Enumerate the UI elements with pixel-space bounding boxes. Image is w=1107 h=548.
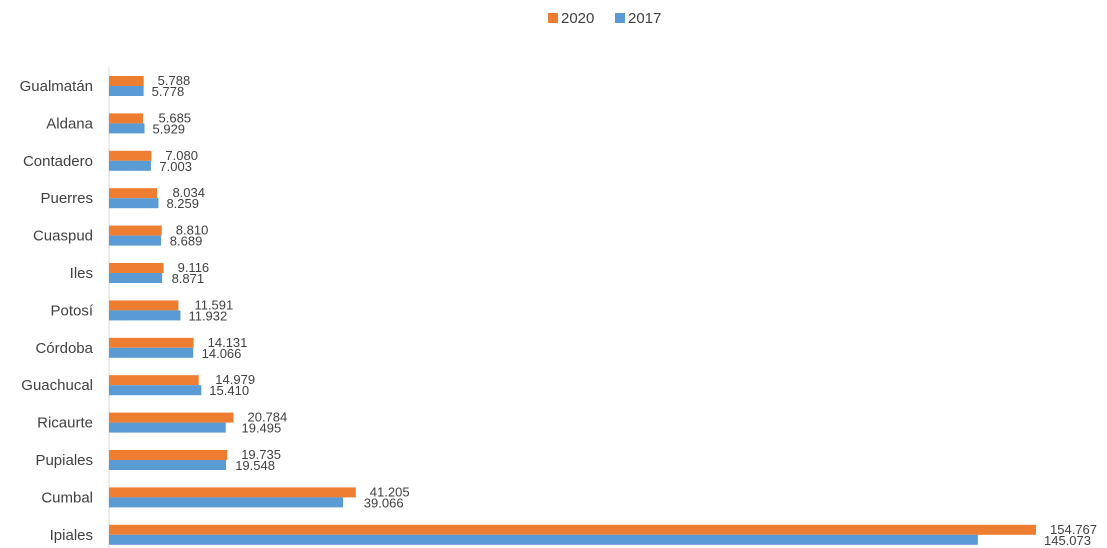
data-label-2017: 8.259 (166, 196, 199, 211)
category-label: Iles (70, 265, 93, 282)
bar-2020 (109, 337, 194, 348)
data-label-2020: 7.080 (165, 148, 198, 163)
data-label-2017: 145.073 (1044, 533, 1091, 548)
bar-2020 (109, 450, 228, 460)
data-label-2020: 9.116 (178, 260, 210, 275)
data-label-2017: 11.932 (188, 308, 227, 323)
bar-2020 (109, 487, 356, 498)
legend-label-2017: 2017 (628, 10, 661, 27)
data-label-2020: 5.788 (158, 73, 191, 88)
data-label-2020: 5.685 (159, 110, 192, 125)
bar-2020 (109, 375, 199, 386)
bar-2017 (109, 422, 226, 433)
data-label-2017: 39.066 (364, 495, 404, 510)
bar-2017 (109, 123, 145, 134)
bar-2017 (109, 460, 227, 470)
category-label: Potosí (50, 302, 93, 319)
bar-2017 (109, 160, 151, 171)
bar-2020 (109, 412, 234, 423)
category-axis-labels: Gualmatán Aldana Contadero Puerres Cuaspud Il… (20, 78, 94, 544)
bars (108, 67, 1036, 548)
data-label-2020: 8.810 (176, 223, 209, 238)
data-label-2017: 15.410 (209, 383, 249, 398)
data-label-2017: 7.003 (159, 159, 192, 174)
data-label-2017: 8.871 (172, 271, 205, 286)
category-label: Guachucal (21, 377, 93, 394)
category-label: Gualmatán (20, 78, 93, 95)
legend-label-2020: 2020 (561, 10, 594, 27)
legend: 2020 2017 (548, 10, 661, 27)
bar-2020 (109, 113, 144, 124)
category-label: Córdoba (35, 340, 93, 357)
category-label: Cuaspud (33, 228, 93, 245)
bar-2020 (109, 76, 144, 86)
category-label: Aldana (46, 115, 93, 132)
data-label-2020: 14.131 (208, 335, 248, 350)
bar-2017 (109, 347, 194, 358)
category-label: Puerres (40, 190, 93, 207)
category-label: Ricaurte (37, 415, 93, 432)
data-label-2017: 8.689 (170, 234, 203, 249)
bar-2017 (109, 198, 159, 209)
data-label-2017: 19.548 (235, 458, 275, 473)
data-label-2020: 41.205 (370, 484, 410, 499)
category-label: Ipiales (50, 527, 93, 544)
bar-2020 (109, 300, 179, 311)
bar-2017 (109, 497, 343, 508)
category-label: Contadero (23, 153, 93, 170)
bar-2017 (109, 273, 163, 283)
data-label-2017: 5.778 (152, 84, 185, 99)
data-label-2017: 5.929 (153, 121, 186, 136)
data-label-2020: 11.591 (194, 297, 233, 312)
bar-2020 (109, 225, 162, 236)
data-label-2020: 154.767 (1050, 522, 1097, 537)
category-label: Cumbal (41, 489, 93, 506)
category-label: Pupiales (35, 452, 93, 469)
data-label-2020: 8.034 (172, 185, 205, 200)
bar-2020 (109, 150, 152, 161)
legend-swatch-2020 (548, 13, 558, 23)
bar-2017 (109, 235, 162, 246)
bar-2020 (109, 188, 158, 199)
data-label-2017: 14.066 (202, 346, 242, 361)
bar-2020 (109, 263, 164, 273)
data-label-2020: 19.735 (241, 447, 281, 462)
data-label-2017: 19.495 (241, 421, 281, 436)
bar-2017 (109, 534, 978, 545)
bar-2017 (109, 86, 144, 96)
bar-2017 (109, 310, 181, 321)
legend-swatch-2017 (615, 13, 625, 23)
bar-2017 (109, 385, 202, 396)
data-label-2020: 14.979 (215, 372, 255, 387)
data-label-2020: 20.784 (247, 410, 287, 425)
bar-2020 (109, 524, 1036, 535)
